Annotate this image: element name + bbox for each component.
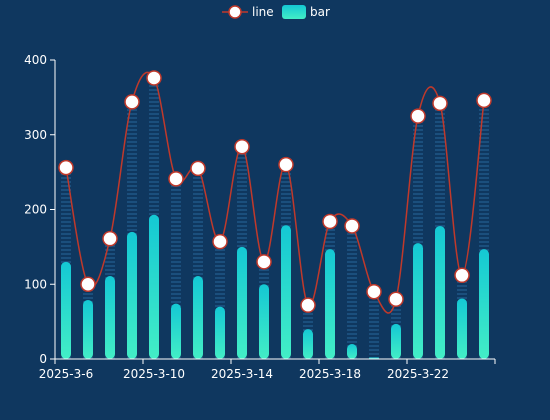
- line-point-2025-3-18[interactable]: [322, 213, 338, 230]
- x-tick-label-2025-3-6: 2025-3-6: [39, 367, 93, 381]
- bar-2025-3-12[interactable]: [193, 276, 203, 359]
- bar-2025-3-17[interactable]: [303, 329, 313, 359]
- line-point-2025-3-7[interactable]: [80, 276, 96, 292]
- bar-2025-3-14[interactable]: [237, 246, 247, 359]
- line-point-2025-3-24[interactable]: [454, 267, 470, 284]
- bar-2025-3-18[interactable]: [325, 249, 335, 359]
- line-point-2025-3-17[interactable]: [300, 297, 316, 313]
- bar-2025-3-21[interactable]: [391, 323, 401, 359]
- bar-2025-3-9[interactable]: [127, 231, 137, 359]
- line-point-2025-3-10[interactable]: [146, 70, 162, 86]
- bar-series: [61, 214, 489, 359]
- line-point-2025-3-12[interactable]: [190, 160, 206, 177]
- y-tick-label-200: 200: [24, 203, 47, 217]
- x-tick-label-2025-3-14: 2025-3-14: [211, 367, 273, 381]
- bar-2025-3-16[interactable]: [281, 225, 291, 359]
- y-tick-label-400: 400: [24, 53, 47, 67]
- line-points: [58, 70, 492, 313]
- bar-2025-3-10[interactable]: [149, 214, 159, 359]
- bar-2025-3-22[interactable]: [413, 243, 423, 359]
- line-point-2025-3-11[interactable]: [168, 171, 184, 187]
- legend-line-marker: [228, 5, 242, 19]
- y-tick-label-100: 100: [24, 277, 47, 291]
- bar-2025-3-25[interactable]: [479, 249, 489, 359]
- bar-2025-3-15[interactable]: [259, 284, 269, 359]
- bar-2025-3-23[interactable]: [435, 225, 445, 359]
- line-point-2025-3-20[interactable]: [366, 283, 382, 300]
- line-point-2025-3-13[interactable]: [212, 233, 228, 250]
- line-point-2025-3-6[interactable]: [58, 159, 74, 176]
- legend-label-line[interactable]: line: [252, 5, 274, 19]
- line-point-2025-3-15[interactable]: [256, 254, 272, 270]
- legend-bar-swatch: [282, 5, 306, 19]
- line-point-2025-3-22[interactable]: [410, 108, 426, 124]
- axes: 0 100 200 300 400 2025-3-6 2025-3-10 2025-3-14 2…: [24, 53, 496, 381]
- line-point-2025-3-23[interactable]: [432, 95, 448, 112]
- line-point-2025-3-8[interactable]: [102, 230, 118, 247]
- bar-2025-3-24[interactable]: [457, 298, 467, 359]
- bar-2025-3-19[interactable]: [347, 344, 357, 359]
- x-tick-label-2025-3-10: 2025-3-10: [123, 367, 185, 381]
- line-point-2025-3-9[interactable]: [124, 94, 140, 110]
- bar-2025-3-11[interactable]: [171, 303, 181, 359]
- x-tick-label-2025-3-18: 2025-3-18: [299, 367, 361, 381]
- line-point-2025-3-25[interactable]: [476, 92, 492, 109]
- bar-2025-3-13[interactable]: [215, 306, 225, 359]
- line-point-2025-3-14[interactable]: [234, 138, 250, 155]
- line-point-2025-3-16[interactable]: [278, 156, 294, 173]
- line-point-2025-3-21[interactable]: [388, 291, 404, 307]
- legend-label-bar[interactable]: bar: [310, 5, 330, 19]
- y-tick-label-0: 0: [39, 352, 47, 366]
- y-tick-label-300: 300: [24, 128, 47, 142]
- x-tick-label-2025-3-22: 2025-3-22: [387, 367, 449, 381]
- bar-2025-3-6[interactable]: [61, 261, 71, 359]
- legend[interactable]: line bar: [222, 5, 330, 19]
- bar-2025-3-8[interactable]: [105, 276, 115, 359]
- bar-2025-3-7[interactable]: [83, 299, 93, 359]
- line-point-2025-3-19[interactable]: [344, 218, 360, 234]
